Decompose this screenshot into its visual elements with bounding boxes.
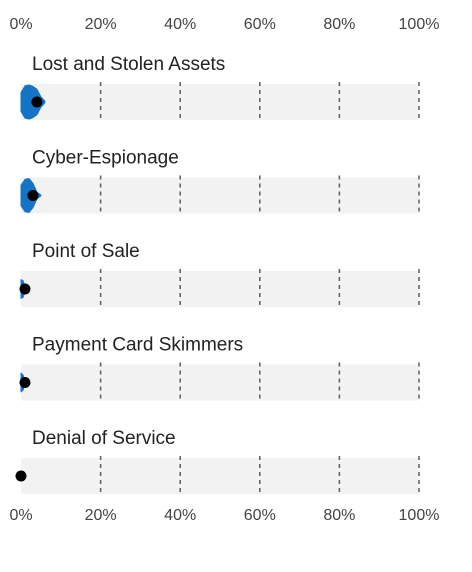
median-dot: [27, 190, 39, 201]
bottom-axis-tick-label: 20%: [85, 507, 117, 524]
top-axis-tick-label: 80%: [323, 16, 355, 33]
median-dot: [31, 96, 43, 108]
top-axis-tick-label: 60%: [244, 16, 276, 33]
top-axis-tick-label: 0%: [9, 16, 32, 33]
panel-background: [21, 458, 419, 494]
panel-background: [21, 84, 419, 120]
panel-title: Cyber-Espionage: [32, 148, 179, 169]
panel-background: [21, 271, 419, 307]
panel-title: Payment Card Skimmers: [32, 335, 243, 356]
panel-title: Denial of Service: [32, 428, 176, 449]
median-dot: [15, 470, 27, 482]
panel-title: Point of Sale: [32, 241, 140, 262]
bottom-axis-tick-label: 100%: [399, 507, 440, 524]
median-dot: [19, 377, 31, 388]
panel-background: [21, 177, 419, 214]
top-axis-tick-label: 100%: [399, 16, 440, 33]
bottom-axis-tick-label: 40%: [164, 507, 196, 524]
bottom-axis-tick-label: 80%: [323, 507, 355, 524]
bottom-axis-tick-label: 0%: [9, 507, 32, 524]
bottom-axis-tick-label: 60%: [244, 507, 276, 524]
top-axis-tick-label: 20%: [85, 16, 117, 33]
panel-title: Lost and Stolen Assets: [32, 54, 225, 75]
panel-background: [21, 364, 419, 401]
median-dot: [19, 283, 31, 295]
top-axis-tick-label: 40%: [164, 16, 196, 33]
